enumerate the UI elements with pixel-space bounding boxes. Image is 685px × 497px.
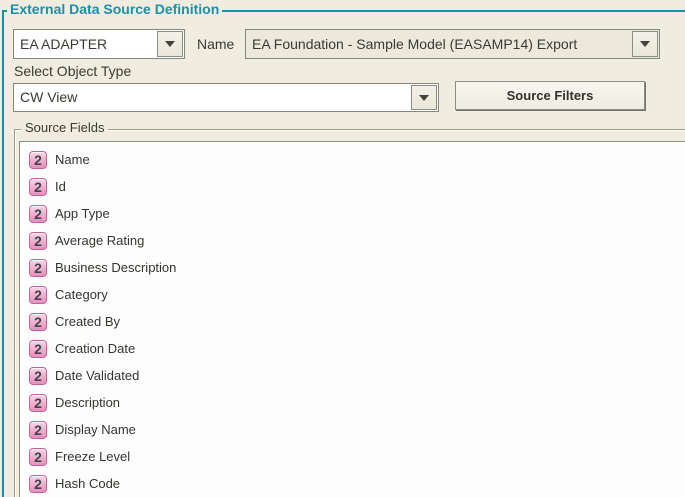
field-label: Date Validated <box>55 368 140 383</box>
list-item[interactable]: 2 Name <box>20 146 685 173</box>
external-data-source-title: External Data Source Definition <box>7 1 223 17</box>
source-fields-title: Source Fields <box>21 120 109 135</box>
name-combobox[interactable]: EA Foundation - Sample Model (EASAMP14) … <box>245 29 660 59</box>
list-item[interactable]: 2 Freeze Level <box>20 443 685 470</box>
object-type-dropdown-button[interactable] <box>411 85 437 110</box>
list-item[interactable]: 2 Category <box>20 281 685 308</box>
list-item[interactable]: 2 Display Name <box>20 416 685 443</box>
field-label: Description <box>55 395 121 410</box>
list-item[interactable]: 2 Date Validated <box>20 362 685 389</box>
name-dropdown-button[interactable] <box>632 31 658 57</box>
field-label: App Type <box>55 206 110 221</box>
field-type-2-icon: 2 <box>29 204 47 223</box>
field-label: Creation Date <box>55 341 136 356</box>
source-fields-list[interactable]: 2 Name 2 Id 2 App Type 2 Average Rating 2 Busines… <box>19 141 685 497</box>
list-item[interactable]: 2 Created By <box>20 308 685 335</box>
list-item[interactable]: 2 Creation Date <box>20 335 685 362</box>
adapter-dropdown-button[interactable] <box>157 31 183 57</box>
field-label: Created By <box>55 314 121 329</box>
object-type-combobox[interactable]: CW View <box>13 83 439 112</box>
field-label: Average Rating <box>55 233 145 248</box>
list-item[interactable]: 2 App Type <box>20 200 685 227</box>
field-type-2-icon: 2 <box>29 366 47 385</box>
field-type-2-icon: 2 <box>29 258 47 277</box>
field-type-2-icon: 2 <box>29 393 47 412</box>
list-item[interactable]: 2 Hash Code <box>20 470 685 497</box>
field-type-2-icon: 2 <box>29 312 47 331</box>
field-label: Category <box>55 287 108 302</box>
field-label: Id <box>55 179 66 194</box>
field-label: Business Description <box>55 260 177 275</box>
field-label: Name <box>55 152 90 167</box>
list-item[interactable]: 2 Id <box>20 173 685 200</box>
field-label: Freeze Level <box>55 449 131 464</box>
field-type-2-icon: 2 <box>29 339 47 358</box>
field-type-2-icon: 2 <box>29 420 47 439</box>
field-type-2-icon: 2 <box>29 447 47 466</box>
list-item[interactable]: 2 Business Description <box>20 254 685 281</box>
field-label: Hash Code <box>55 476 121 491</box>
dropdown-arrow-icon <box>419 94 429 101</box>
object-type-combobox-value: CW View <box>20 89 78 105</box>
field-type-2-icon: 2 <box>29 150 47 169</box>
field-type-2-icon: 2 <box>29 177 47 196</box>
field-label: Display Name <box>55 422 136 437</box>
name-label: Name <box>197 36 235 52</box>
dropdown-arrow-icon <box>165 41 175 47</box>
list-item[interactable]: 2 Average Rating <box>20 227 685 254</box>
field-type-2-icon: 2 <box>29 285 47 304</box>
source-filters-button[interactable]: Source Filters <box>455 81 645 110</box>
list-item[interactable]: 2 Description <box>20 389 685 416</box>
adapter-combobox[interactable]: EA ADAPTER <box>13 29 185 59</box>
field-type-2-icon: 2 <box>29 231 47 250</box>
dropdown-arrow-icon <box>640 41 650 47</box>
field-type-2-icon: 2 <box>29 474 47 493</box>
adapter-combobox-value: EA ADAPTER <box>20 36 108 52</box>
select-object-type-label: Select Object Type <box>14 63 132 79</box>
name-combobox-value: EA Foundation - Sample Model (EASAMP14) … <box>252 36 578 52</box>
